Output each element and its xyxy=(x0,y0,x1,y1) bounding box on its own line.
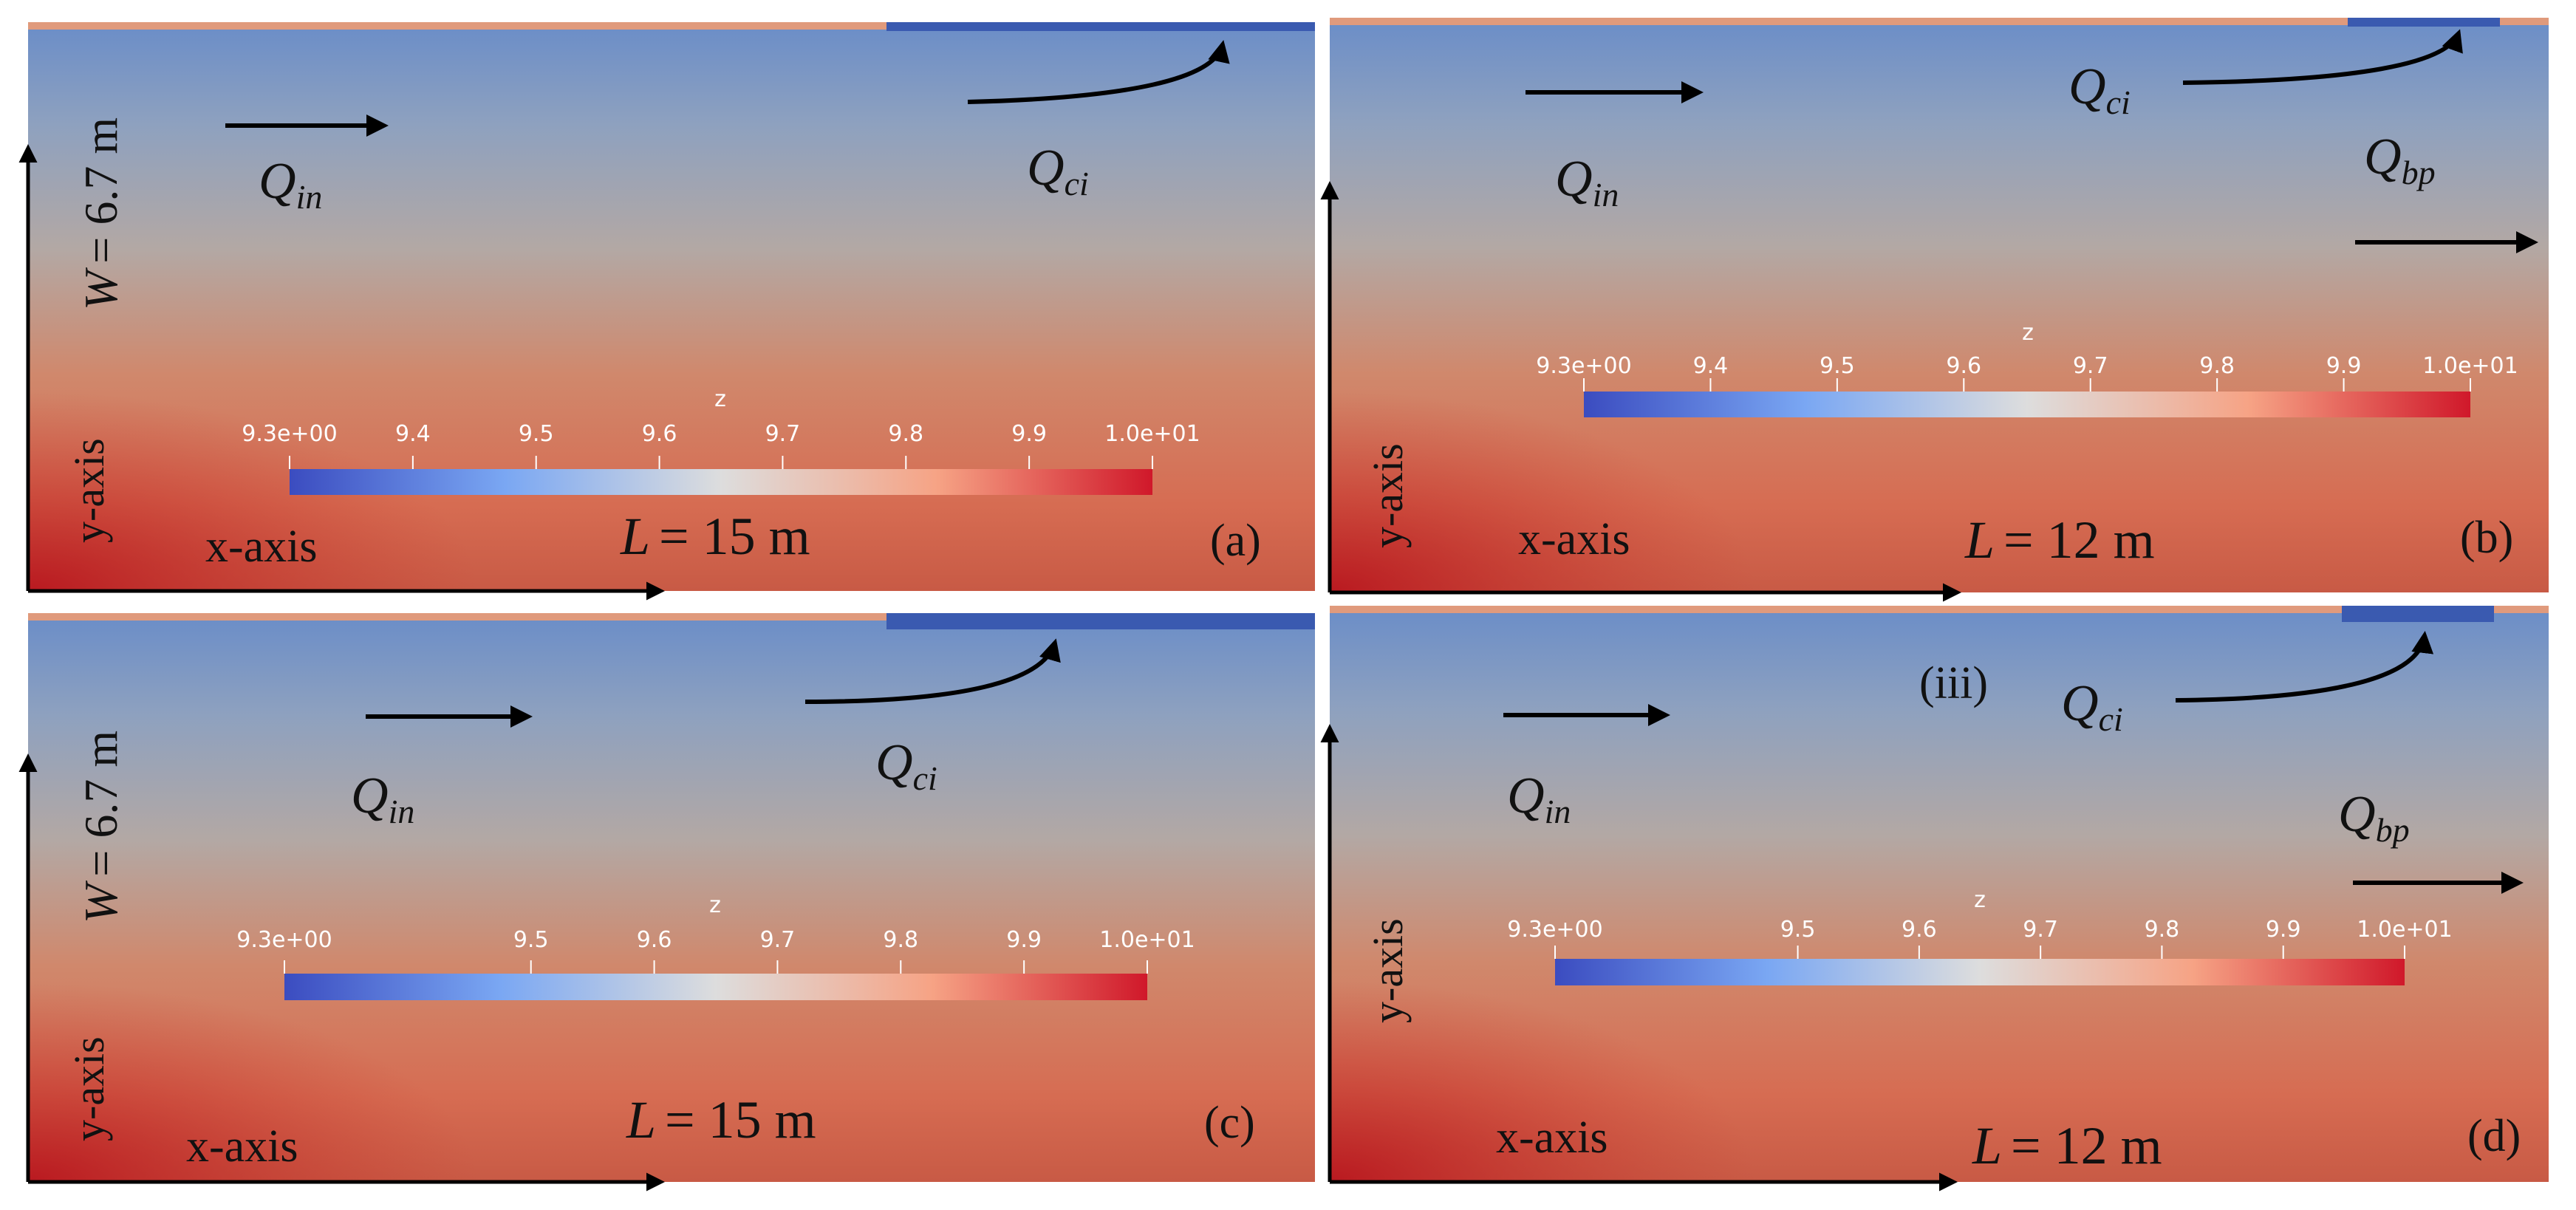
panel-b-colorbar-ticks: 9.3e+00 9.4 9.5 9.6 9.7 9.8 9.9 1.0e+01 xyxy=(1536,353,2518,392)
panel-a-colorbar: z 9.3e+00 9.4 9.5 9.6 9.7 9.8 9.9 1.0e+01 xyxy=(242,386,1200,495)
panel-c-outlet-boundary xyxy=(886,613,1315,629)
panel-a-colorbar-tick-label: 9.8 xyxy=(888,421,923,447)
panel-d-corner-shade xyxy=(1330,606,2549,1182)
panel-c-colorbar-tick-label: 9.7 xyxy=(760,927,796,953)
panel-b-corner-shade xyxy=(1330,18,2549,592)
panel-b-bypass-label: Qbp xyxy=(2364,129,2436,191)
panel-b: y-axis Qin Qci Qbp z 9.3e+00 9.4 9.5 9.6 9.7… xyxy=(1320,18,2549,602)
panel-b-colorbar: z 9.3e+00 9.4 9.5 9.6 9.7 9.8 9.9 1.0e+01 xyxy=(1536,320,2518,417)
panel-c-colorbar-tick-label: 9.9 xyxy=(1006,927,1042,953)
panel-a-colorbar-tick-label: 9.6 xyxy=(642,421,677,447)
panel-b-colorbar-tick-label: 9.7 xyxy=(2073,353,2108,379)
panel-a-outlet-boundary xyxy=(886,22,1315,31)
panel-a-length-label: L = 15 m xyxy=(620,507,810,566)
panel-a-label: (a) xyxy=(1210,516,1261,566)
panel-b-colorbar-tick-label: 9.3e+00 xyxy=(1536,353,1631,379)
panel-c-colorbar-title: z xyxy=(709,892,721,918)
panel-c-colorbar-ticks: 9.3e+00 9.5 9.6 9.7 9.8 9.9 1.0e+01 xyxy=(236,927,1195,974)
panel-c-colorbar-tick-label: 1.0e+01 xyxy=(1099,927,1195,953)
panel-d-top-boundary-salmon xyxy=(1330,606,2549,613)
panel-b-colorbar-tick-label: 9.5 xyxy=(1820,353,1855,379)
panel-d-x-axis-label: x-axis xyxy=(1496,1112,1608,1163)
panel-a-top-boundary-salmon xyxy=(28,22,886,30)
panel-d-colorbar-tick-label: 1.0e+01 xyxy=(2357,917,2452,943)
panel-d-colorbar-tick-label: 9.5 xyxy=(1780,917,1816,943)
panel-b-colorbar-title: z xyxy=(2022,320,2034,346)
panel-a-cross-inflow-label: Qci xyxy=(1027,140,1089,202)
panel-c-inflow-label: Qin xyxy=(351,768,414,830)
panel-d-colorbar-bar xyxy=(1555,959,2405,985)
panel-c-label: (c) xyxy=(1204,1098,1255,1148)
panel-d-colorbar-title: z xyxy=(1974,887,1986,913)
panel-b-cross-inflow-label: Qci xyxy=(2068,58,2131,121)
panel-c-width-label: W= 6.7 m xyxy=(75,731,127,923)
panel-b-cross-inflow-arrow xyxy=(2182,29,2463,85)
panel-b-length-label: L = 12 m xyxy=(1964,510,2155,570)
panel-a-x-axis-label: x-axis xyxy=(205,522,318,572)
panel-b-x-axis-label: x-axis xyxy=(1518,514,1630,564)
panel-d-length-label: L = 12 m xyxy=(1972,1116,2162,1175)
panel-c-top-boundary-salmon xyxy=(28,613,886,621)
panel-b-colorbar-tick-label: 1.0e+01 xyxy=(2422,353,2518,379)
panel-b-label: (b) xyxy=(2460,513,2513,563)
panel-d-colorbar-tick-label: 9.3e+00 xyxy=(1507,917,1602,943)
panel-a-colorbar-tick-label: 9.4 xyxy=(395,421,431,447)
panel-d-outlet-boundary xyxy=(2342,606,2494,622)
panel-a-colorbar-tick-label: 9.9 xyxy=(1011,421,1047,447)
panel-a-colorbar-tick-label: 9.7 xyxy=(765,421,801,447)
panel-d-y-axis-label: y-axis xyxy=(1364,918,1412,1023)
panel-d-label: (d) xyxy=(2467,1111,2521,1161)
panel-a-colorbar-tick-label: 9.5 xyxy=(519,421,554,447)
panel-c-x-axis-label: x-axis xyxy=(186,1121,298,1172)
panel-c-colorbar-tick-label: 9.8 xyxy=(883,927,918,953)
panel-b-inflow-label: Qin xyxy=(1555,151,1619,213)
panel-d-colorbar-tick-label: 9.7 xyxy=(2023,917,2058,943)
panel-d-colorbar-tick-label: 9.6 xyxy=(1902,917,1937,943)
panel-d-inflow-label: Qin xyxy=(1507,768,1571,830)
panel-d-colorbar-ticks: 9.3e+00 9.5 9.6 9.7 9.8 9.9 1.0e+01 xyxy=(1507,917,2453,959)
panel-b-top-boundary-salmon xyxy=(1330,18,2549,25)
panel-d-cross-inflow-arrow xyxy=(2175,631,2434,703)
panel-b-colorbar-tick-label: 9.6 xyxy=(1946,353,1981,379)
panel-d-colorbar-tick-label: 9.9 xyxy=(2266,917,2301,943)
panel-a-corner-shade xyxy=(28,22,1315,591)
panel-c-length-label: L = 15 m xyxy=(626,1090,816,1149)
panel-b-colorbar-tick-label: 9.4 xyxy=(1693,353,1729,379)
panel-d-colorbar: z 9.3e+00 9.5 9.6 9.7 9.8 9.9 1.0e+01 xyxy=(1507,887,2453,985)
panel-a-colorbar-tick-label: 9.3e+00 xyxy=(242,421,337,447)
panel-b-colorbar-bar xyxy=(1584,392,2470,417)
panel-b-y-axis-label: y-axis xyxy=(1364,443,1412,548)
panel-c-corner-shade xyxy=(28,613,1315,1182)
panel-a-cross-inflow-arrow xyxy=(967,40,1230,104)
panel-a-y-axis-label: y-axis xyxy=(65,438,113,543)
panel-a-inflow-label: Qin xyxy=(259,153,322,216)
panel-b-colorbar-tick-label: 9.8 xyxy=(2199,353,2235,379)
panel-c-colorbar: z 9.3e+00 9.5 9.6 9.7 9.8 9.9 1.0e+01 xyxy=(236,892,1195,1000)
panel-b-colorbar-tick-label: 9.9 xyxy=(2326,353,2362,379)
panel-c-colorbar-tick-label: 9.6 xyxy=(637,927,672,953)
panel-c-colorbar-tick-label: 9.3e+00 xyxy=(236,927,332,953)
panel-d-colorbar-tick-label: 9.8 xyxy=(2145,917,2180,943)
panel-b-outlet-boundary xyxy=(2348,18,2500,27)
panel-c: y-axis W= 6.7 m Qin Qci z 9.3e+00 9.5 9.6 9… xyxy=(18,613,1315,1192)
panel-c-colorbar-tick-label: 9.5 xyxy=(513,927,549,953)
panel-a-colorbar-tick-label: 1.0e+01 xyxy=(1104,421,1200,447)
panel-a-colorbar-title: z xyxy=(714,386,726,412)
panel-d-annotation: (iii) xyxy=(1919,658,1988,708)
panel-a-colorbar-bar xyxy=(290,469,1152,495)
panel-d: y-axis Qin (iii) Qci Qbp z 9.3e+00 9.5 9.6… xyxy=(1320,606,2549,1192)
panel-d-cross-inflow-label: Qci xyxy=(2061,675,2123,738)
panel-a-width-label: W= 6.7 m xyxy=(75,117,127,310)
panel-c-cross-inflow-label: Qci xyxy=(875,734,937,797)
panel-a: y-axis W= 6.7 m Qin Qci z 9.3e+00 9.4 9.5 9… xyxy=(18,22,1315,601)
panel-a-colorbar-ticks: 9.3e+00 9.4 9.5 9.6 9.7 9.8 9.9 1.0e+01 xyxy=(242,421,1200,469)
panel-c-y-axis-label: y-axis xyxy=(65,1036,113,1141)
panel-c-colorbar-bar xyxy=(284,974,1147,1000)
panel-c-cross-inflow-arrow xyxy=(804,638,1061,704)
panel-d-bypass-label: Qbp xyxy=(2338,786,2410,849)
